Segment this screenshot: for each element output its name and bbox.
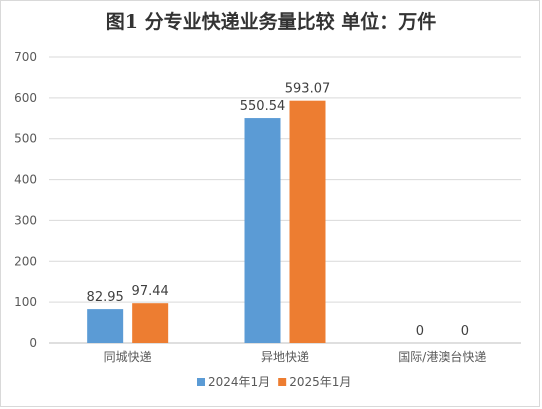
y-tick-label: 0	[29, 336, 37, 350]
bar	[87, 309, 124, 343]
bar	[132, 303, 169, 343]
y-tick-label: 600	[14, 91, 37, 105]
x-axis-categories: 同城快递 异地快递 国际/港澳台快递	[104, 349, 487, 364]
bars	[87, 100, 326, 344]
bar	[244, 118, 281, 343]
data-label: 550.54	[240, 99, 286, 114]
bar	[289, 100, 326, 344]
legend-swatch	[278, 378, 287, 386]
y-axis-ticks: 0 100 200 300 400 500 600 700	[14, 50, 37, 350]
data-label: 97.44	[132, 284, 169, 299]
y-tick-label: 700	[14, 50, 37, 64]
y-tick-label: 400	[14, 173, 37, 187]
y-tick-label: 100	[14, 295, 37, 309]
legend-swatch	[197, 378, 205, 386]
data-label: 82.95	[87, 290, 124, 305]
legend: 2024年1月 2025年1月	[197, 375, 351, 389]
y-tick-label: 200	[14, 254, 37, 268]
y-tick-label: 500	[14, 132, 37, 146]
data-label: 0	[416, 324, 424, 339]
category-label: 同城快递	[104, 350, 152, 364]
chart-title: 图1 分专业快递业务量比较 单位：万件	[106, 10, 436, 33]
y-tick-label: 300	[14, 213, 37, 227]
category-label: 国际/港澳台快递	[398, 349, 486, 364]
legend-label: 2025年1月	[289, 375, 351, 389]
data-labels: 82.95 97.44 550.54 593.07 0 0	[87, 82, 469, 339]
data-label: 593.07	[285, 82, 331, 97]
data-label: 0	[461, 324, 469, 339]
legend-label: 2024年1月	[208, 375, 270, 389]
category-label: 异地快递	[261, 350, 309, 364]
gridlines	[49, 56, 521, 344]
